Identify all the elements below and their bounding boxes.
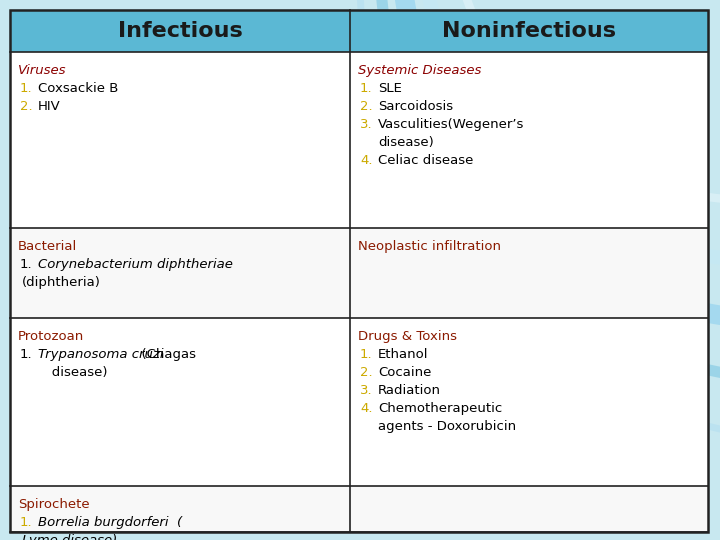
Text: 1.: 1. — [20, 82, 32, 95]
Text: Trypanosoma cruzi: Trypanosoma cruzi — [38, 348, 163, 361]
Text: 2.: 2. — [360, 366, 373, 379]
Bar — [350, 228, 708, 318]
Text: 3.: 3. — [360, 118, 373, 131]
Text: Cocaine: Cocaine — [378, 366, 431, 379]
Bar — [10, 10, 708, 52]
Bar — [350, 318, 708, 486]
Text: Lyme disease): Lyme disease) — [22, 534, 117, 540]
Text: disease): disease) — [378, 136, 433, 149]
Text: disease): disease) — [22, 366, 107, 379]
Text: Corynebacterium diphtheriae: Corynebacterium diphtheriae — [38, 258, 233, 271]
Text: Sarcoidosis: Sarcoidosis — [378, 100, 453, 113]
Text: Chemotherapeutic: Chemotherapeutic — [378, 402, 503, 415]
Text: Viruses: Viruses — [18, 64, 66, 77]
Text: Drugs & Toxins: Drugs & Toxins — [358, 330, 457, 343]
Text: 4.: 4. — [360, 154, 372, 167]
Bar — [350, 52, 708, 228]
Text: 2.: 2. — [360, 100, 373, 113]
Text: 2.: 2. — [20, 100, 32, 113]
Text: agents - Doxorubicin: agents - Doxorubicin — [378, 420, 516, 433]
Text: SLE: SLE — [378, 82, 402, 95]
Text: 1.: 1. — [20, 516, 32, 529]
Text: Celiac disease: Celiac disease — [378, 154, 473, 167]
Text: Vasculities(Wegener’s: Vasculities(Wegener’s — [378, 118, 524, 131]
Text: Ethanol: Ethanol — [378, 348, 428, 361]
Bar — [10, 228, 350, 318]
Text: Protozoan: Protozoan — [18, 330, 84, 343]
Text: HIV: HIV — [38, 100, 60, 113]
Text: 1.: 1. — [360, 82, 373, 95]
Bar — [10, 52, 350, 228]
Text: 1.: 1. — [360, 348, 373, 361]
Text: (Chagas: (Chagas — [133, 348, 196, 361]
Text: 3.: 3. — [360, 384, 373, 397]
Bar — [10, 318, 350, 486]
Text: Borrelia burgdorferi  (: Borrelia burgdorferi ( — [38, 516, 182, 529]
Text: Noninfectious: Noninfectious — [442, 21, 616, 41]
Text: (diphtheria): (diphtheria) — [22, 276, 101, 289]
Text: Spirochete: Spirochete — [18, 498, 89, 511]
Text: 1.: 1. — [20, 258, 32, 271]
Bar — [10, 486, 350, 532]
Text: 1.: 1. — [20, 348, 32, 361]
Text: Infectious: Infectious — [117, 21, 243, 41]
Bar — [350, 486, 708, 532]
Text: Radiation: Radiation — [378, 384, 441, 397]
Text: Systemic Diseases: Systemic Diseases — [358, 64, 482, 77]
Text: Bacterial: Bacterial — [18, 240, 77, 253]
Text: Coxsackie B: Coxsackie B — [38, 82, 118, 95]
Text: Neoplastic infiltration: Neoplastic infiltration — [358, 240, 501, 253]
Text: 4.: 4. — [360, 402, 372, 415]
